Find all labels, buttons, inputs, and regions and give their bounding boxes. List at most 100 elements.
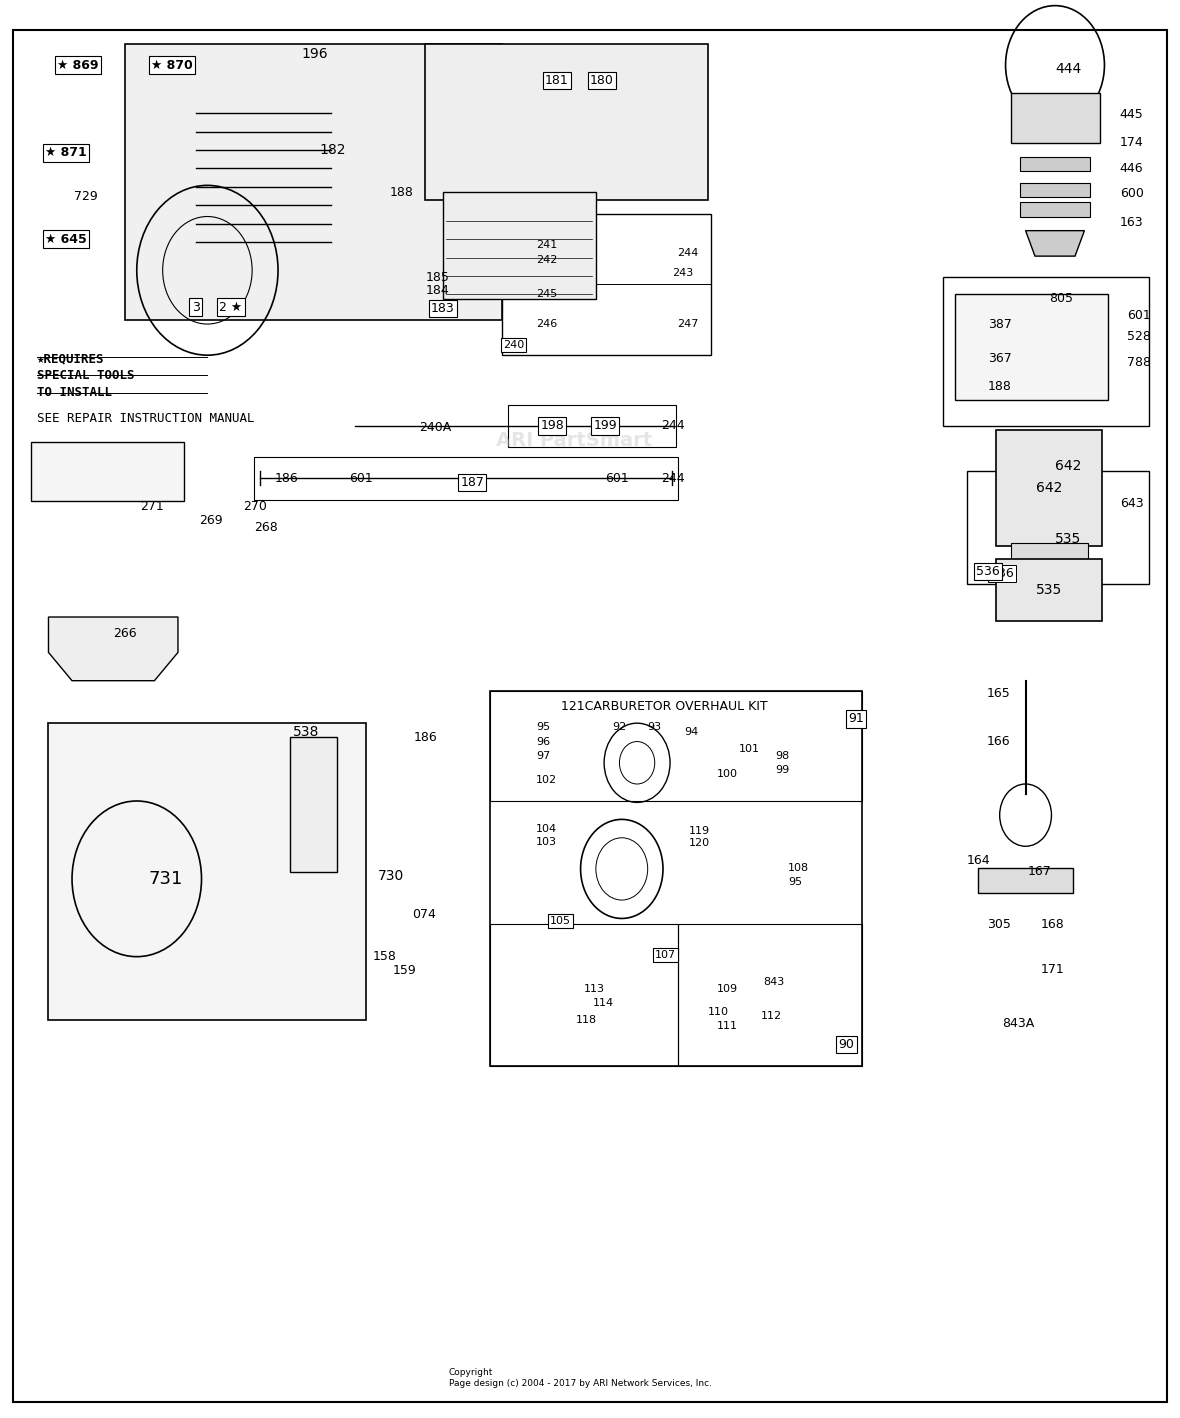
Text: 112: 112 (761, 1011, 782, 1021)
Text: ARI PartSmart: ARI PartSmart (496, 431, 651, 450)
Text: 168: 168 (1041, 917, 1064, 930)
Text: 165: 165 (986, 686, 1010, 700)
Text: 185: 185 (425, 271, 450, 284)
Bar (996, 430, 1102, 546)
Text: 96: 96 (536, 736, 550, 746)
Text: 266: 266 (113, 628, 137, 641)
Text: 367: 367 (988, 352, 1011, 364)
Text: 271: 271 (140, 501, 164, 513)
Text: 159: 159 (392, 964, 417, 977)
Text: ★ 645: ★ 645 (45, 233, 87, 245)
Text: 184: 184 (425, 284, 448, 296)
Text: 94: 94 (684, 726, 699, 736)
Bar (48, 723, 366, 1021)
Text: 98: 98 (775, 750, 789, 760)
Text: 196: 196 (302, 47, 328, 61)
Text: 167: 167 (1028, 865, 1051, 878)
Text: 601: 601 (605, 472, 629, 485)
Text: 90: 90 (839, 1038, 854, 1051)
Text: 113: 113 (584, 984, 605, 994)
Text: 730: 730 (378, 869, 405, 883)
Bar (943, 278, 1149, 425)
Bar (955, 295, 1108, 400)
Text: 120: 120 (689, 838, 710, 848)
Text: 121CARBURETOR OVERHAUL KIT: 121CARBURETOR OVERHAUL KIT (560, 699, 767, 713)
Text: 186: 186 (275, 472, 299, 485)
Polygon shape (48, 617, 178, 681)
Text: 536: 536 (990, 567, 1014, 580)
Text: 183: 183 (431, 302, 454, 315)
Text: 2 ★: 2 ★ (219, 301, 243, 313)
Bar (966, 471, 1149, 584)
Bar (490, 925, 678, 1066)
Text: 107: 107 (655, 950, 676, 960)
Text: 446: 446 (1120, 162, 1143, 174)
Bar (490, 691, 861, 1066)
Bar (996, 559, 1102, 621)
Bar (1020, 157, 1090, 172)
Text: ★ 870: ★ 870 (151, 58, 194, 71)
Text: 114: 114 (592, 998, 614, 1008)
Text: 642: 642 (1036, 481, 1062, 495)
Text: 731: 731 (149, 869, 183, 888)
Text: 100: 100 (717, 769, 739, 778)
Text: 268: 268 (255, 522, 278, 535)
Text: 244: 244 (661, 420, 684, 432)
Text: 163: 163 (1120, 216, 1143, 228)
Bar (502, 214, 712, 354)
Text: 240: 240 (503, 340, 524, 350)
Text: 600: 600 (1120, 187, 1143, 200)
Text: 246: 246 (536, 319, 557, 329)
Text: 601: 601 (1127, 309, 1150, 322)
Bar (290, 737, 337, 872)
Bar (1020, 203, 1090, 217)
Text: 244: 244 (677, 248, 699, 258)
Text: 97: 97 (536, 750, 550, 760)
Text: 110: 110 (708, 1007, 729, 1017)
Text: 843: 843 (763, 977, 785, 987)
Bar (678, 925, 861, 1066)
Bar (507, 404, 676, 447)
Text: 535: 535 (1036, 583, 1062, 597)
Text: 643: 643 (1120, 498, 1143, 510)
Text: 244: 244 (661, 472, 684, 485)
Text: 729: 729 (74, 190, 98, 203)
Polygon shape (1025, 231, 1084, 257)
Bar (442, 193, 596, 299)
Text: 182: 182 (320, 143, 346, 157)
Text: 102: 102 (536, 774, 557, 784)
Text: 171: 171 (1041, 963, 1064, 976)
Text: 166: 166 (986, 735, 1010, 749)
Text: 105: 105 (550, 916, 571, 926)
Text: 242: 242 (536, 255, 557, 265)
Bar (425, 44, 708, 200)
Text: 93: 93 (648, 722, 662, 733)
Text: 445: 445 (1120, 108, 1143, 121)
Text: 538: 538 (294, 725, 320, 739)
Text: 245: 245 (536, 289, 557, 299)
Bar (978, 868, 1073, 893)
Text: 247: 247 (677, 319, 699, 329)
Bar (125, 44, 502, 320)
Text: 108: 108 (788, 862, 809, 872)
Text: 95: 95 (788, 876, 802, 886)
Text: 805: 805 (1049, 292, 1073, 305)
Text: 601: 601 (348, 472, 373, 485)
Text: 199: 199 (594, 420, 617, 432)
Text: 186: 186 (413, 730, 437, 744)
Text: ★REQUIRES
SPECIAL TOOLS
TO INSTALL: ★REQUIRES SPECIAL TOOLS TO INSTALL (37, 352, 135, 400)
Text: 788: 788 (1127, 356, 1150, 369)
Text: 158: 158 (372, 950, 396, 963)
Text: 164: 164 (966, 854, 990, 866)
Text: ★ 871: ★ 871 (45, 146, 87, 159)
Bar (31, 441, 184, 501)
Text: 92: 92 (612, 722, 627, 733)
Bar (255, 457, 678, 499)
Text: 91: 91 (848, 712, 864, 726)
Text: 270: 270 (243, 501, 267, 513)
Text: 444: 444 (1055, 62, 1081, 77)
Text: 240A: 240A (419, 421, 452, 434)
Text: 243: 243 (673, 268, 694, 278)
Text: 174: 174 (1120, 136, 1143, 149)
Text: SEE REPAIR INSTRUCTION MANUAL: SEE REPAIR INSTRUCTION MANUAL (37, 411, 254, 425)
